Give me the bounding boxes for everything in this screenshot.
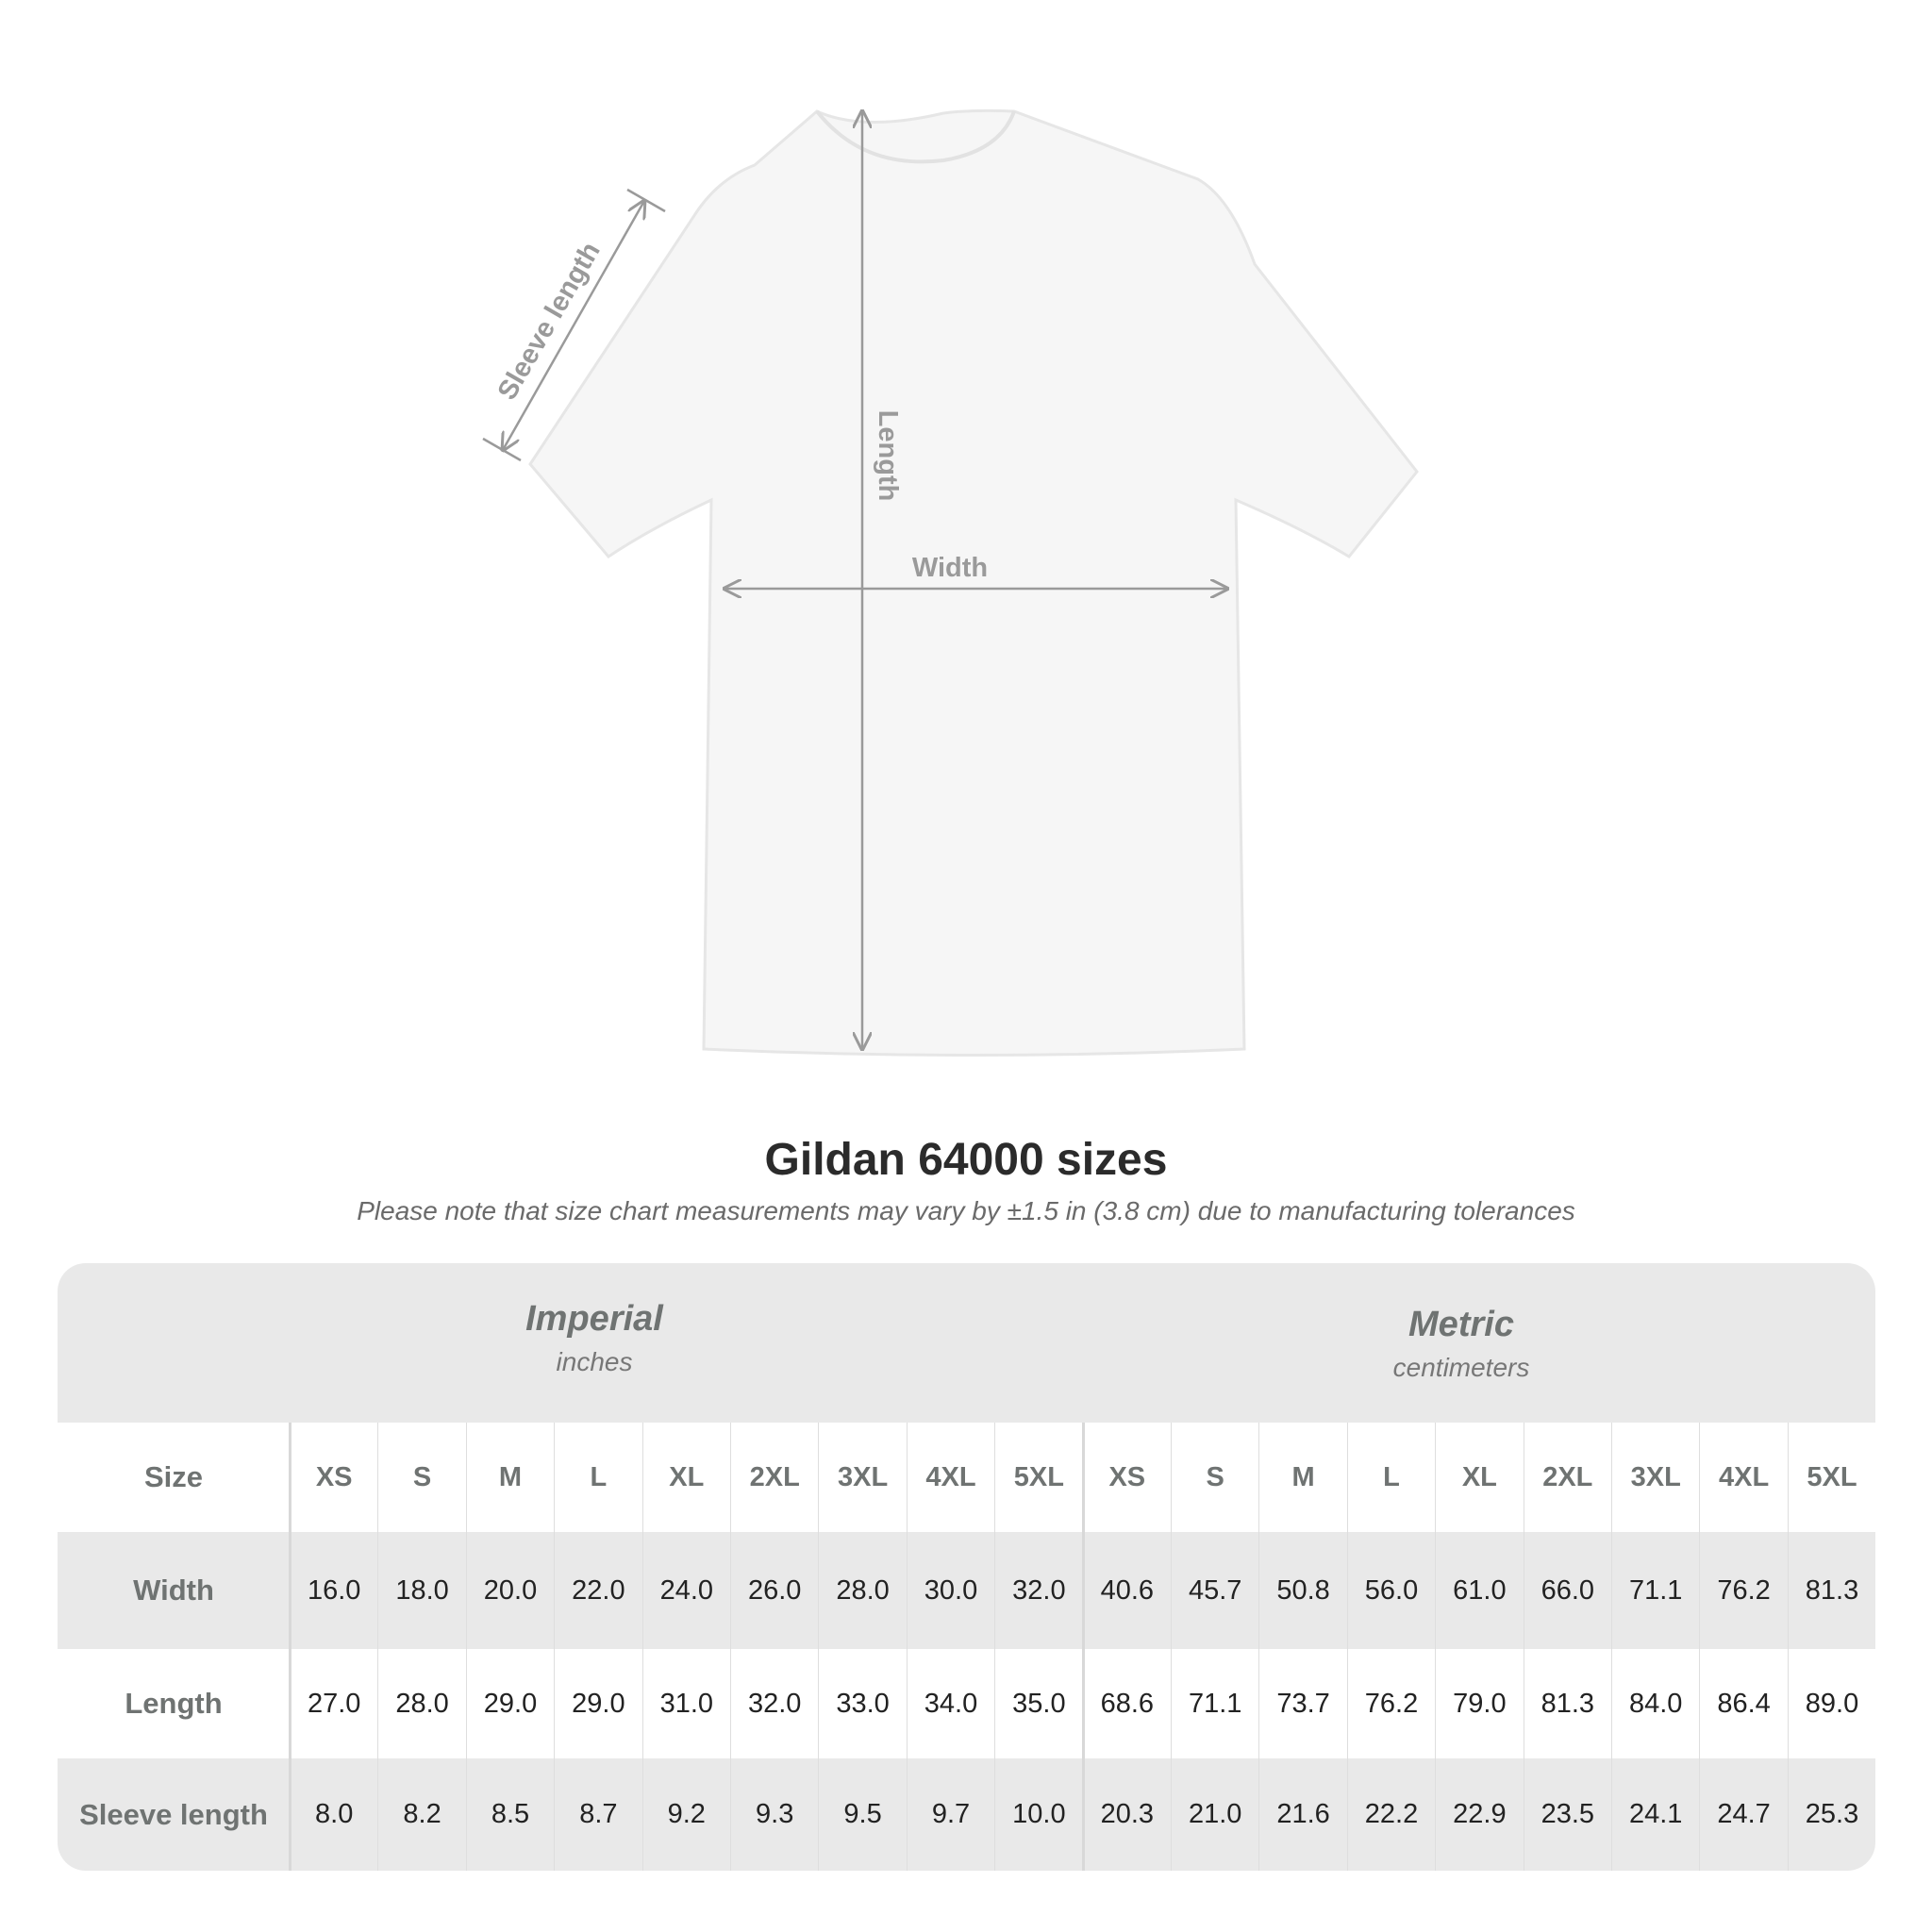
page-title: Gildan 64000 sizes bbox=[764, 1135, 1168, 1185]
value-cell: 8.5 bbox=[465, 1758, 554, 1871]
value-cell: 79.0 bbox=[1435, 1649, 1523, 1758]
value-cell: 61.0 bbox=[1435, 1532, 1523, 1649]
size-header-cell: 4XL bbox=[906, 1423, 994, 1532]
value-cell: 71.1 bbox=[1171, 1649, 1258, 1758]
value-cell: 9.7 bbox=[906, 1758, 994, 1871]
value-cell: 22.0 bbox=[554, 1532, 641, 1649]
tshirt-diagram: Width Length Sleeve length bbox=[482, 108, 1419, 1057]
size-header-cell: S bbox=[377, 1423, 465, 1532]
value-cell: 9.5 bbox=[818, 1758, 906, 1871]
value-cell: 20.3 bbox=[1082, 1758, 1171, 1871]
size-header-cell: 3XL bbox=[818, 1423, 906, 1532]
value-cell: 45.7 bbox=[1171, 1532, 1258, 1649]
value-cell: 28.0 bbox=[818, 1532, 906, 1649]
size-header-cell: L bbox=[554, 1423, 641, 1532]
tolerance-note: Please note that size chart measurements… bbox=[357, 1196, 1575, 1225]
value-cell: 24.0 bbox=[641, 1532, 730, 1649]
value-cell: 8.7 bbox=[554, 1758, 641, 1871]
value-cell: 81.3 bbox=[1787, 1532, 1875, 1649]
value-cell: 10.0 bbox=[994, 1758, 1082, 1871]
value-cell: 25.3 bbox=[1787, 1758, 1875, 1871]
metric-heading: Metric centimeters bbox=[1178, 1305, 1744, 1383]
value-cell: 81.3 bbox=[1523, 1649, 1611, 1758]
value-cell: 84.0 bbox=[1611, 1649, 1699, 1758]
value-cell: 56.0 bbox=[1346, 1532, 1435, 1649]
value-cell: 29.0 bbox=[554, 1649, 641, 1758]
size-header-cell: XS bbox=[290, 1423, 377, 1532]
value-cell: 9.2 bbox=[641, 1758, 730, 1871]
value-cell: 21.0 bbox=[1171, 1758, 1258, 1871]
value-cell: 40.6 bbox=[1082, 1532, 1171, 1649]
value-cell: 29.0 bbox=[465, 1649, 554, 1758]
value-cell: 66.0 bbox=[1523, 1532, 1611, 1649]
imperial-unit: inches bbox=[556, 1347, 633, 1376]
value-cell: 30.0 bbox=[906, 1532, 994, 1649]
value-cell: 20.0 bbox=[465, 1532, 554, 1649]
value-cell: 31.0 bbox=[641, 1649, 730, 1758]
value-cell: 73.7 bbox=[1258, 1649, 1346, 1758]
size-header-cell: L bbox=[1346, 1423, 1435, 1532]
size-table: Imperial inches Metric centimeters Size X… bbox=[58, 1263, 1875, 1871]
value-cell: 26.0 bbox=[730, 1532, 818, 1649]
size-header-cell: M bbox=[465, 1423, 554, 1532]
value-cell: 28.0 bbox=[377, 1649, 465, 1758]
imperial-heading: Imperial inches bbox=[311, 1299, 877, 1377]
metric-title: Metric bbox=[1408, 1305, 1514, 1344]
value-cell: 18.0 bbox=[377, 1532, 465, 1649]
value-cell: 89.0 bbox=[1787, 1649, 1875, 1758]
size-header-cell: M bbox=[1258, 1423, 1346, 1532]
size-header-cell: 5XL bbox=[994, 1423, 1082, 1532]
value-cell: 22.9 bbox=[1435, 1758, 1523, 1871]
value-cell: 21.6 bbox=[1258, 1758, 1346, 1871]
value-cell: 24.7 bbox=[1699, 1758, 1787, 1871]
size-header-cell: 2XL bbox=[1523, 1423, 1611, 1532]
size-header-cell: XL bbox=[1435, 1423, 1523, 1532]
value-cell: 34.0 bbox=[906, 1649, 994, 1758]
value-cell: 32.0 bbox=[994, 1532, 1082, 1649]
size-header-cell: 3XL bbox=[1611, 1423, 1699, 1532]
length-label: Length bbox=[873, 410, 903, 502]
metric-unit: centimeters bbox=[1392, 1353, 1530, 1382]
value-cell: 22.2 bbox=[1346, 1758, 1435, 1871]
value-cell: 16.0 bbox=[290, 1532, 377, 1649]
value-cell: 50.8 bbox=[1258, 1532, 1346, 1649]
value-cell: 35.0 bbox=[994, 1649, 1082, 1758]
size-header-cell: 4XL bbox=[1699, 1423, 1787, 1532]
value-cell: 27.0 bbox=[290, 1649, 377, 1758]
value-cell: 9.3 bbox=[730, 1758, 818, 1871]
value-cell: 68.6 bbox=[1082, 1649, 1171, 1758]
width-label: Width bbox=[912, 553, 988, 583]
table-row: Sleeve length 8.0 8.2 8.5 8.7 9.2 9.3 9.5 9.7 10.… bbox=[58, 1758, 1875, 1871]
section-divider bbox=[289, 1423, 291, 1871]
header-band bbox=[58, 1263, 1875, 1423]
value-cell: 71.1 bbox=[1611, 1532, 1699, 1649]
sleeve-arrow bbox=[482, 188, 666, 462]
value-cell: 76.2 bbox=[1346, 1649, 1435, 1758]
value-cell: 23.5 bbox=[1523, 1758, 1611, 1871]
value-cell: 8.2 bbox=[377, 1758, 465, 1871]
row-label: Length bbox=[125, 1687, 223, 1720]
size-header-cell: 5XL bbox=[1787, 1423, 1875, 1532]
section-divider bbox=[1081, 1423, 1085, 1871]
table-row: Length 27.0 28.0 29.0 29.0 31.0 32.0 33.0 34.0 35… bbox=[58, 1649, 1875, 1758]
imperial-title: Imperial bbox=[525, 1299, 663, 1339]
value-cell: 24.1 bbox=[1611, 1758, 1699, 1871]
value-cell: 86.4 bbox=[1699, 1649, 1787, 1758]
row-label: Width bbox=[133, 1574, 214, 1607]
size-header-cell: S bbox=[1171, 1423, 1258, 1532]
table-row: Width 16.0 18.0 20.0 22.0 24.0 26.0 28.0 30.0 32.… bbox=[58, 1532, 1875, 1649]
size-header-cell: 2XL bbox=[730, 1423, 818, 1532]
size-header-cell: XS bbox=[1082, 1423, 1171, 1532]
value-cell: 32.0 bbox=[730, 1649, 818, 1758]
size-header-cell: XL bbox=[641, 1423, 730, 1532]
value-cell: 76.2 bbox=[1699, 1532, 1787, 1649]
size-header-row: Size XS S M L XL 2XL 3XL 4XL 5XL XS S M L XL 2XL 3XL 4XL 5… bbox=[58, 1423, 1875, 1532]
value-cell: 33.0 bbox=[818, 1649, 906, 1758]
row-label: Size bbox=[143, 1460, 204, 1493]
value-cell: 8.0 bbox=[290, 1758, 377, 1871]
row-label: Sleeve length bbox=[79, 1797, 268, 1831]
